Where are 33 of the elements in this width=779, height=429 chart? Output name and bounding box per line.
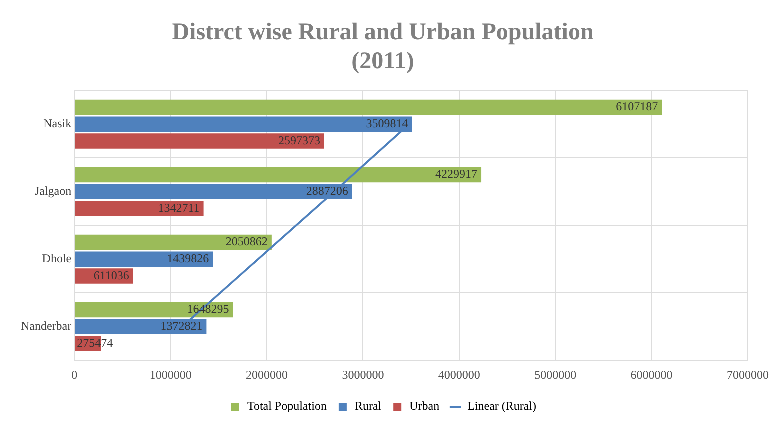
bar (75, 201, 204, 216)
y-tick-label: Nanderbar (20, 319, 72, 334)
data-label: 1439826 (167, 252, 210, 266)
legend-label: Rural (354, 399, 382, 414)
x-tick-label: 3000000 (342, 368, 384, 382)
y-tick-label: Dhole (42, 252, 72, 266)
data-label: 4229917 (436, 167, 478, 182)
x-tick-label: 0 (72, 368, 78, 382)
data-label: 611036 (94, 268, 130, 282)
legend-label: Linear (Rural) (468, 399, 537, 414)
y-tick-label: Jalgaon (34, 184, 72, 198)
bar (75, 167, 482, 183)
data-label: 1372821 (160, 319, 203, 334)
legend-label: Urban (410, 399, 440, 414)
y-tick-label: Nasik (44, 116, 72, 131)
data-label: 2050862 (226, 234, 268, 249)
data-label: 2887206 (306, 184, 348, 198)
data-label: 6107187 (616, 100, 658, 114)
chart-title: Distrct wise Rural and Urban Population (2011) (172, 20, 594, 74)
bar (75, 234, 272, 250)
bar (75, 134, 324, 149)
x-tick-label: 4000000 (438, 368, 480, 382)
data-label: 1342711 (158, 200, 200, 215)
bar (75, 100, 662, 116)
x-tick-label: 5000000 (534, 368, 577, 382)
legend-label: Total Population (247, 399, 327, 414)
data-label: 2597373 (278, 133, 320, 148)
x-tick-label: 1000000 (150, 368, 192, 382)
x-tick-label: 6000000 (630, 368, 673, 382)
x-tick-label: 7000000 (727, 368, 769, 382)
data-label: 3509814 (366, 116, 408, 131)
bar (75, 252, 214, 267)
x-tick-label: 2000000 (246, 368, 288, 382)
